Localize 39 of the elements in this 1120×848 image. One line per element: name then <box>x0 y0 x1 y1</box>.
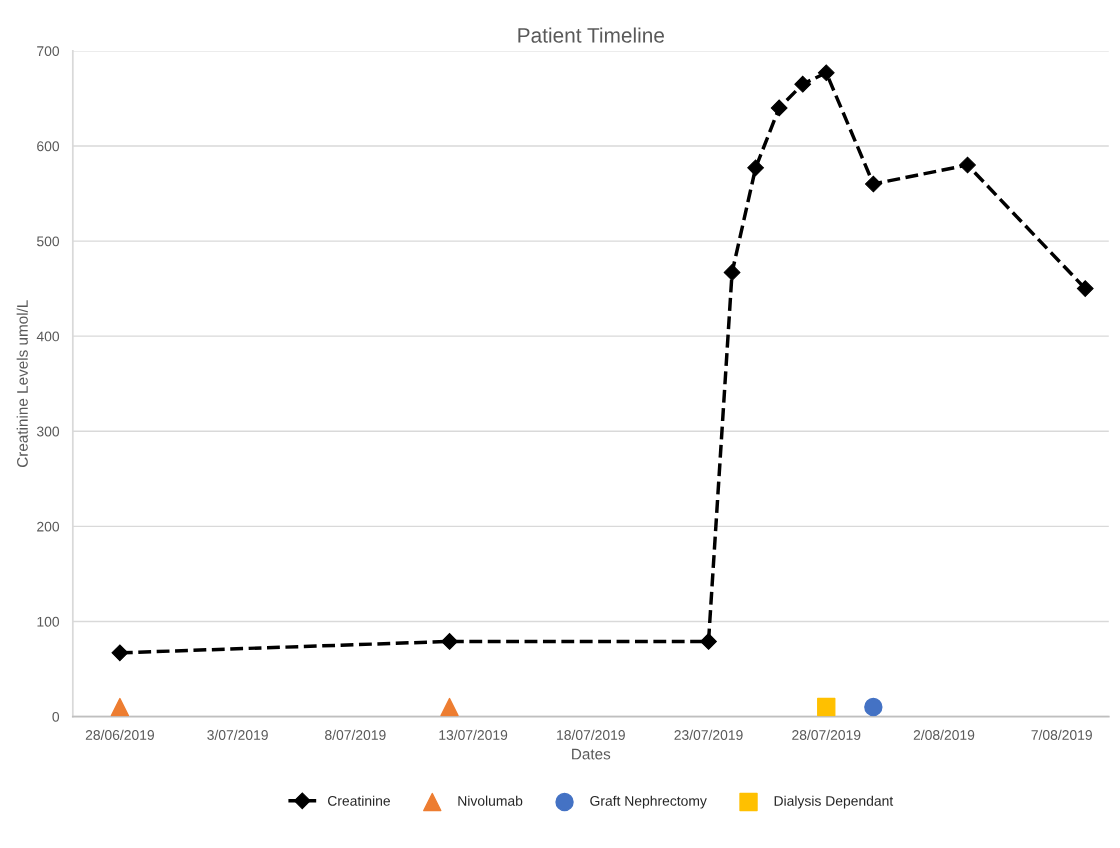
x-tick-label: 28/06/2019 <box>85 729 154 740</box>
x-tick-label: 18/07/2019 <box>557 729 625 740</box>
x-tick-label: 23/07/2019 <box>674 729 743 740</box>
y-tick-label: 200 <box>37 521 60 532</box>
point <box>700 633 717 650</box>
x-tick-label: 28/07/2019 <box>792 729 861 740</box>
point <box>817 64 835 82</box>
y-axis-title: Creatinine Levels umol/L <box>16 300 28 468</box>
point <box>111 644 129 662</box>
legend-label: Nivolumab <box>458 795 523 806</box>
y-tick-label: 600 <box>37 141 60 152</box>
y-tick-label: 400 <box>36 331 60 342</box>
y-tick-label: 300 <box>36 426 60 437</box>
chart-title: Patient Timeline <box>518 27 664 43</box>
legend-label: Graft Nephrectomy <box>590 795 707 809</box>
point <box>723 264 741 281</box>
x-axis-title: Dates <box>572 748 611 760</box>
point <box>817 697 836 717</box>
y-tick-label: 700 <box>37 46 60 57</box>
x-tick-label: 8/07/2019 <box>325 729 386 740</box>
x-tick-label: 13/07/2019 <box>439 729 508 740</box>
y-tick-label: 0 <box>52 711 60 722</box>
point <box>864 175 882 193</box>
point <box>747 159 764 177</box>
point <box>1076 280 1094 297</box>
point <box>864 697 883 717</box>
point <box>440 697 459 717</box>
x-tick-label: 2/08/2019 <box>913 729 975 740</box>
x-tick-label: 7/08/2019 <box>1031 729 1092 740</box>
y-tick-label: 500 <box>36 236 60 247</box>
legend-label: Creatinine <box>328 795 390 806</box>
legend-label: Dialysis Dependant <box>774 795 894 809</box>
point <box>794 75 812 93</box>
x-tick-label: 3/07/2019 <box>207 729 268 740</box>
point <box>110 697 130 717</box>
y-tick-label: 100 <box>37 616 60 627</box>
point <box>959 156 976 174</box>
point <box>441 633 458 650</box>
point <box>770 99 788 117</box>
